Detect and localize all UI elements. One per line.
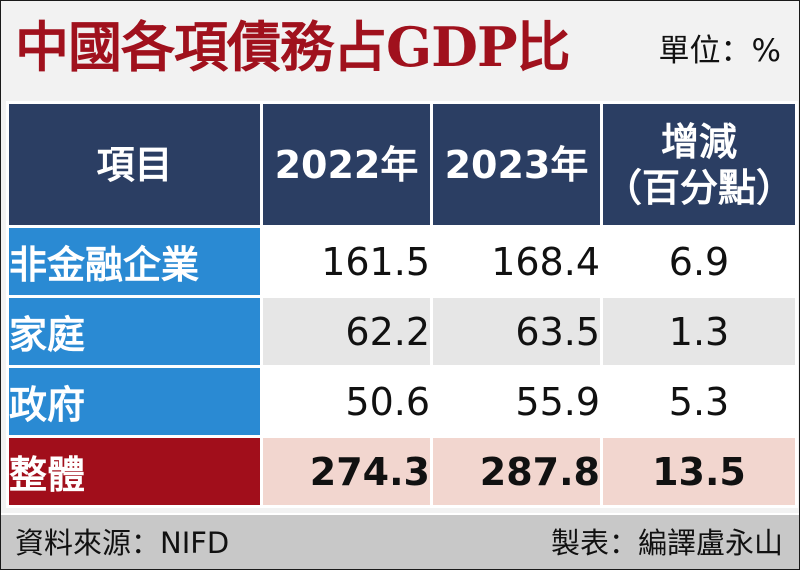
source-note: 資料來源：NIFD <box>15 526 230 560</box>
debt-table: 項目 2022年 2023年 增減 （百分點） 非金融企業 161.5 168.… <box>6 101 798 508</box>
table-row: 非金融企業 161.5 168.4 6.9 <box>6 225 798 298</box>
cell-change: 1.3 <box>600 295 798 368</box>
cell-2023: 287.8 <box>430 435 603 508</box>
header-change-line1: 增減 <box>660 119 737 164</box>
cell-2023: 55.9 <box>430 365 603 438</box>
cell-2022: 50.6 <box>260 365 433 438</box>
row-label: 政府 <box>6 365 263 438</box>
title-bar: 中國各項債務占GDP比 單位：% <box>1 1 799 93</box>
cell-2023: 168.4 <box>430 225 603 298</box>
cell-change: 5.3 <box>600 365 798 438</box>
cell-change: 6.9 <box>600 225 798 298</box>
header-2023: 2023年 <box>430 101 603 228</box>
header-change: 增減 （百分點） <box>600 101 798 228</box>
table-row: 家庭 62.2 63.5 1.3 <box>6 295 798 368</box>
header-change-line2: （百分點） <box>603 165 794 210</box>
cell-2022: 274.3 <box>260 435 433 508</box>
header-2022: 2022年 <box>260 101 433 228</box>
header-row: 項目 2022年 2023年 增減 （百分點） <box>6 101 798 228</box>
unit-label: 單位：% <box>658 33 781 69</box>
cell-change: 13.5 <box>600 435 798 508</box>
total-row: 整體 274.3 287.8 13.5 <box>6 435 798 508</box>
header-item: 項目 <box>6 101 263 228</box>
cell-2022: 161.5 <box>260 225 433 298</box>
row-label-total: 整體 <box>6 435 263 508</box>
row-label: 非金融企業 <box>6 225 263 298</box>
footer-bar: 資料來源：NIFD 製表：編譯盧永山 <box>1 513 799 569</box>
chart-title: 中國各項債務占GDP比 <box>15 15 571 79</box>
table-row: 政府 50.6 55.9 5.3 <box>6 365 798 438</box>
credit-note: 製表：編譯盧永山 <box>550 526 783 560</box>
cell-2023: 63.5 <box>430 295 603 368</box>
row-label: 家庭 <box>6 295 263 368</box>
cell-2022: 62.2 <box>260 295 433 368</box>
